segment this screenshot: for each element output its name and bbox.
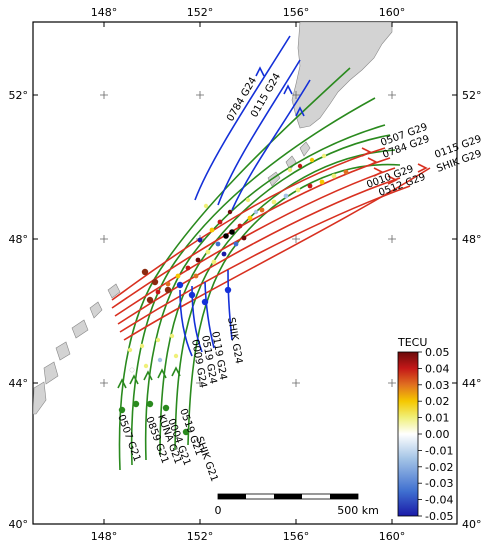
lat-tick-right-2: 44°: [462, 377, 482, 390]
scale-bar-start-label: 0: [215, 504, 222, 517]
lon-tick-top-1: 148°: [91, 6, 118, 19]
lat-tick-left-3: 48°: [9, 233, 29, 246]
lat-tick-left-4: 52°: [9, 89, 29, 102]
lon-tick-top-2: 152°: [187, 6, 214, 19]
lon-tick-bottom-4: 160°: [379, 530, 406, 543]
lat-tick-left-2: 44°: [9, 377, 29, 390]
g21-tracks: [118, 67, 401, 471]
colorbar-tick-label: -0.03: [425, 477, 453, 490]
lat-tick-right-1: 40°: [462, 518, 482, 531]
lat-tick-right-3: 48°: [462, 233, 482, 246]
colorbar-tick-label: 0.03: [425, 379, 450, 392]
lat-tick-right-4: 52°: [462, 89, 482, 102]
scale-bar-end-label: 500 km: [337, 504, 379, 517]
colorbar-tick-label: 0.04: [425, 362, 450, 375]
lon-tick-bottom-3: 156°: [283, 530, 310, 543]
colorbar-tick-label: -0.04: [425, 494, 453, 507]
colorbar-tick-label: 0.01: [425, 412, 450, 425]
lat-tick-left-1: 40°: [9, 518, 29, 531]
direction-arrows: [117, 66, 428, 389]
lon-tick-top-4: 160°: [379, 6, 406, 19]
lon-tick-bottom-2: 152°: [187, 530, 214, 543]
station-markers: [118, 268, 232, 436]
colorbar-tick-label: 0.02: [425, 395, 450, 408]
g29-tracks: [111, 147, 431, 341]
lon-tick-top-3: 156°: [283, 6, 310, 19]
tec-dots: [127, 153, 349, 373]
colorbar: TECU 0.05 0.04 0.03 0.02 0.01 0.00 -0.01 -0.02 -…: [397, 336, 453, 523]
colorbar-tick-label: -0.02: [425, 461, 453, 474]
lon-tick-bottom-1: 148°: [91, 530, 118, 543]
colorbar-tick-label: -0.05: [425, 510, 453, 523]
scale-bar: 0 500 km: [215, 493, 379, 517]
colorbar-tick-label: 0.00: [425, 428, 450, 441]
kuril-islands-south: [33, 283, 121, 415]
colorbar-title: TECU: [397, 336, 427, 349]
colorbar-ramp: [397, 351, 419, 517]
colorbar-tick-label: 0.05: [425, 346, 450, 359]
frame-ticks: [33, 22, 457, 524]
colorbar-tick-label: -0.01: [425, 444, 453, 457]
map-frame: [32, 21, 458, 525]
